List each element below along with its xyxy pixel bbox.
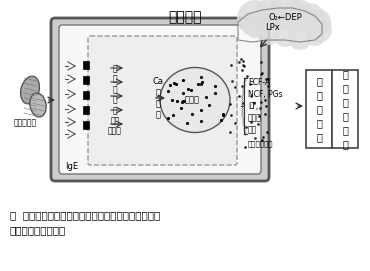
FancyBboxPatch shape <box>51 18 269 181</box>
Circle shape <box>267 0 303 30</box>
Bar <box>83 106 89 114</box>
Ellipse shape <box>30 93 46 117</box>
Circle shape <box>288 26 312 50</box>
Text: O₂←DEP: O₂←DEP <box>268 14 302 22</box>
Text: 肥満細胞: 肥満細胞 <box>168 10 202 24</box>
Circle shape <box>254 0 286 30</box>
FancyBboxPatch shape <box>332 70 358 148</box>
Circle shape <box>282 0 314 31</box>
Text: 図  免疫的刺激によらない気管支収縮や血管透過性亢: 図 免疫的刺激によらない気管支収縮や血管透過性亢 <box>10 210 160 220</box>
Circle shape <box>308 18 332 42</box>
Circle shape <box>237 0 273 36</box>
Text: 進のメカニズム: 進のメカニズム <box>10 225 66 235</box>
Bar <box>83 121 89 129</box>
FancyBboxPatch shape <box>88 36 237 165</box>
FancyBboxPatch shape <box>59 25 261 174</box>
Text: ECF-A
NCF, PGs
LT,
ヒスタ
ミン: ECF-A NCF, PGs LT, ヒスタ ミン <box>248 78 283 134</box>
Text: アレルゲン: アレルゲン <box>13 118 37 127</box>
Text: 血
管
透
過
性
増: 血 管 透 過 性 増 <box>342 69 348 149</box>
Ellipse shape <box>160 67 230 133</box>
FancyBboxPatch shape <box>306 70 332 148</box>
Ellipse shape <box>21 76 40 104</box>
Text: 膜
透
過
性
こ
　う
　　進: 膜 透 過 性 こ う 進 <box>108 64 122 136</box>
Bar <box>83 76 89 84</box>
Text: 脱顆粒: 脱顆粒 <box>185 95 199 105</box>
Circle shape <box>245 18 265 38</box>
Text: IgE: IgE <box>65 162 78 171</box>
Circle shape <box>240 12 260 32</box>
Circle shape <box>295 3 325 33</box>
Text: Ca
の
流
入: Ca の 流 入 <box>152 77 164 119</box>
Circle shape <box>305 9 331 35</box>
Circle shape <box>305 26 325 46</box>
Circle shape <box>257 23 279 45</box>
Bar <box>83 91 89 99</box>
Text: 化学伝達物質: 化学伝達物質 <box>248 140 273 147</box>
Text: LPx: LPx <box>265 24 279 33</box>
Circle shape <box>274 25 296 47</box>
Text: 気
管
支
収
縮: 気 管 支 収 縮 <box>316 76 322 142</box>
Bar <box>83 61 89 69</box>
